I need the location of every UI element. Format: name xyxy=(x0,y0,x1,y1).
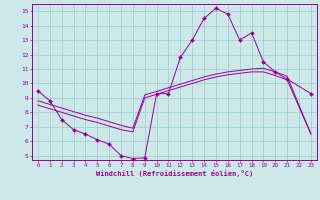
X-axis label: Windchill (Refroidissement éolien,°C): Windchill (Refroidissement éolien,°C) xyxy=(96,170,253,177)
